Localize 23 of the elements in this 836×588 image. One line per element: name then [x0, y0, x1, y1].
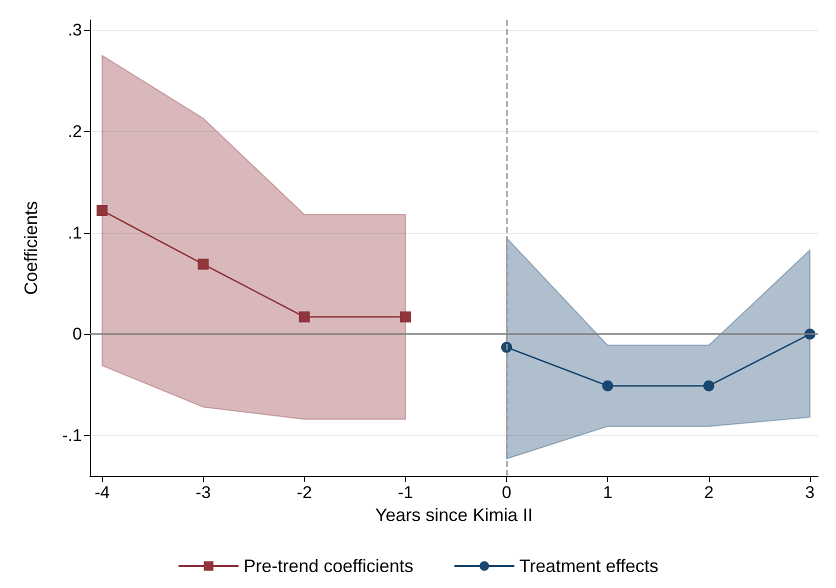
- point: [298, 311, 310, 322]
- x-tick-label: 1: [602, 483, 612, 502]
- y-tick-label: .3: [68, 20, 82, 40]
- x-tick-label: -3: [196, 483, 211, 502]
- y-tick-label: 0: [72, 324, 82, 344]
- point: [703, 380, 714, 392]
- x-tick-label: 3: [805, 483, 815, 502]
- legend-label: Pre-trend coefficients: [244, 556, 414, 576]
- point: [198, 258, 209, 270]
- y-tick-label: .2: [68, 122, 82, 141]
- x-tick-label: 2: [704, 483, 714, 502]
- y-tick-label: -.1: [62, 426, 82, 445]
- point: [96, 205, 108, 216]
- x-axis-title: Years since Kimia II: [375, 505, 533, 525]
- point: [400, 311, 411, 322]
- x-tick-label: -1: [398, 483, 414, 502]
- x-tick-label: -2: [296, 483, 312, 502]
- point: [602, 380, 614, 392]
- y-tick-label: .1: [68, 223, 82, 242]
- y-axis-title: Coefficients: [21, 201, 41, 295]
- x-tick-label: -4: [94, 483, 110, 502]
- x-tick-label: 0: [502, 483, 512, 502]
- legend-label: Treatment effects: [519, 556, 658, 576]
